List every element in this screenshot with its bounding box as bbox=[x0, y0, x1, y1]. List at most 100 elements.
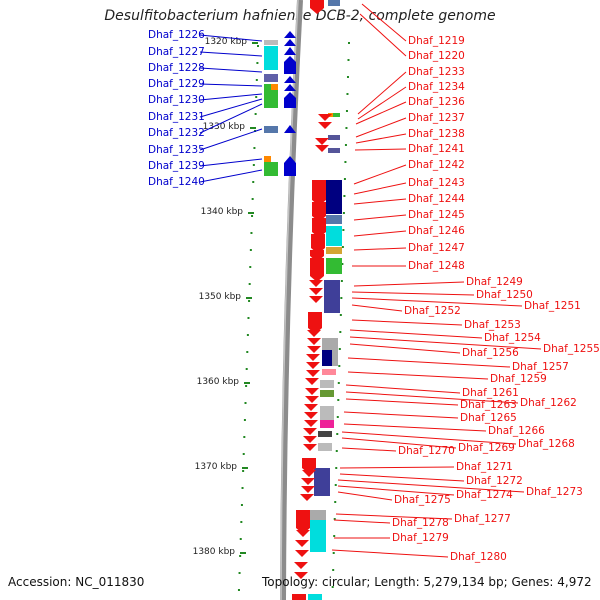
gene-arrow-left-strand bbox=[284, 84, 296, 91]
gene-label-dhaf-1262[interactable]: Dhaf_1262 bbox=[520, 397, 577, 409]
gene-label-dhaf-1272[interactable]: Dhaf_1272 bbox=[466, 475, 523, 487]
ruler-dot bbox=[248, 283, 251, 285]
gene-arrow-right-strand bbox=[311, 234, 325, 254]
gene-label-dhaf-1228[interactable]: Dhaf_1228 bbox=[148, 62, 205, 74]
gene-arrow-right-strand bbox=[302, 470, 316, 477]
gene-arrow-right-strand bbox=[307, 346, 321, 353]
gene-callout-line bbox=[351, 297, 523, 307]
gene-arrow-left-strand bbox=[284, 125, 296, 133]
gene-label-dhaf-1274[interactable]: Dhaf_1274 bbox=[456, 489, 513, 501]
gene-label-dhaf-1244[interactable]: Dhaf_1244 bbox=[408, 193, 465, 205]
feature-block bbox=[264, 162, 278, 176]
gene-arrow-right-strand bbox=[309, 280, 323, 287]
gene-label-dhaf-1252[interactable]: Dhaf_1252 bbox=[404, 305, 461, 317]
gene-label-dhaf-1241[interactable]: Dhaf_1241 bbox=[408, 143, 465, 155]
ruler-dot bbox=[331, 586, 334, 588]
ruler-dot bbox=[336, 416, 339, 418]
ruler-dot bbox=[343, 195, 346, 197]
gene-label-dhaf-1254[interactable]: Dhaf_1254 bbox=[484, 332, 541, 344]
gene-label-dhaf-1236[interactable]: Dhaf_1236 bbox=[408, 96, 465, 108]
gene-label-dhaf-1231[interactable]: Dhaf_1231 bbox=[148, 111, 205, 123]
gene-label-dhaf-1247[interactable]: Dhaf_1247 bbox=[408, 242, 465, 254]
gene-label-dhaf-1256[interactable]: Dhaf_1256 bbox=[462, 347, 519, 359]
gene-label-dhaf-1233[interactable]: Dhaf_1233 bbox=[408, 66, 465, 78]
gene-label-dhaf-1251[interactable]: Dhaf_1251 bbox=[524, 300, 581, 312]
ruler-dot bbox=[345, 127, 348, 129]
gene-label-dhaf-1239[interactable]: Dhaf_1239 bbox=[148, 160, 205, 172]
gene-label-dhaf-1245[interactable]: Dhaf_1245 bbox=[408, 209, 465, 221]
gene-label-dhaf-1249[interactable]: Dhaf_1249 bbox=[466, 276, 523, 288]
gene-label-dhaf-1229[interactable]: Dhaf_1229 bbox=[148, 78, 205, 90]
gene-callout-line bbox=[353, 198, 407, 205]
gene-callout-line bbox=[345, 384, 461, 394]
ruler-dot bbox=[344, 144, 347, 146]
gene-label-dhaf-1219[interactable]: Dhaf_1219 bbox=[408, 35, 465, 47]
gene-label-dhaf-1279[interactable]: Dhaf_1279 bbox=[392, 532, 449, 544]
kbp-ruler: 1320 kbp 1330 kbp 1340 kbp 1350 kbp 1360 kbp… bbox=[193, 37, 258, 557]
gene-label-dhaf-1227[interactable]: Dhaf_1227 bbox=[148, 46, 205, 58]
gene-arrow-left-strand bbox=[284, 31, 296, 38]
gene-label-dhaf-1248[interactable]: Dhaf_1248 bbox=[408, 260, 465, 272]
ruler-dot bbox=[249, 266, 252, 268]
gene-label-dhaf-1230[interactable]: Dhaf_1230 bbox=[148, 94, 205, 106]
gene-arrow-right-strand bbox=[310, 0, 324, 14]
feature-block bbox=[310, 510, 326, 520]
ruler-dot bbox=[333, 535, 336, 537]
gene-label-dhaf-1273[interactable]: Dhaf_1273 bbox=[526, 486, 583, 498]
kbp-tick-label: 1380 kbp bbox=[193, 547, 236, 557]
gene-label-dhaf-1270[interactable]: Dhaf_1270 bbox=[398, 445, 455, 457]
gene-label-dhaf-1259[interactable]: Dhaf_1259 bbox=[490, 373, 547, 385]
gene-label-dhaf-1220[interactable]: Dhaf_1220 bbox=[408, 50, 465, 62]
gene-label-dhaf-1235[interactable]: Dhaf_1235 bbox=[148, 144, 205, 156]
gene-label-dhaf-1237[interactable]: Dhaf_1237 bbox=[408, 112, 465, 124]
gene-label-dhaf-1246[interactable]: Dhaf_1246 bbox=[408, 225, 465, 237]
gene-label-dhaf-1263[interactable]: Dhaf_1263 bbox=[460, 399, 517, 411]
feature-block bbox=[318, 443, 332, 451]
gene-label-dhaf-1269[interactable]: Dhaf_1269 bbox=[458, 442, 515, 454]
gene-label-dhaf-1278[interactable]: Dhaf_1278 bbox=[392, 517, 449, 529]
gene-label-dhaf-1277[interactable]: Dhaf_1277 bbox=[454, 513, 511, 525]
feature-block bbox=[308, 594, 322, 600]
feature-block bbox=[328, 135, 340, 140]
gene-callout-line bbox=[355, 117, 407, 138]
gene-label-dhaf-1243[interactable]: Dhaf_1243 bbox=[408, 177, 465, 189]
gene-label-dhaf-1238[interactable]: Dhaf_1238 bbox=[408, 128, 465, 140]
ruler-dot bbox=[341, 263, 344, 265]
feature-block bbox=[310, 520, 326, 552]
kbp-tick-label: 1330 kbp bbox=[203, 122, 246, 132]
gene-callout-line bbox=[353, 281, 465, 287]
gene-label-dhaf-1257[interactable]: Dhaf_1257 bbox=[512, 361, 569, 373]
gene-callout-line bbox=[345, 398, 459, 406]
gene-label-dhaf-1280[interactable]: Dhaf_1280 bbox=[450, 551, 507, 563]
ruler-dot bbox=[335, 467, 338, 469]
gene-label-dhaf-1266[interactable]: Dhaf_1266 bbox=[488, 425, 545, 437]
gene-callout-line bbox=[337, 485, 455, 496]
gene-label-dhaf-1226[interactable]: Dhaf_1226 bbox=[148, 29, 205, 41]
gene-label-dhaf-1234[interactable]: Dhaf_1234 bbox=[408, 81, 465, 93]
gene-label-dhaf-1275[interactable]: Dhaf_1275 bbox=[394, 494, 451, 506]
gene-label-dhaf-1242[interactable]: Dhaf_1242 bbox=[408, 159, 465, 171]
gene-arrow-right-strand bbox=[310, 258, 324, 282]
gene-label-dhaf-1250[interactable]: Dhaf_1250 bbox=[476, 289, 533, 301]
gene-label-dhaf-1232[interactable]: Dhaf_1232 bbox=[148, 127, 205, 139]
gene-label-dhaf-1253[interactable]: Dhaf_1253 bbox=[464, 319, 521, 331]
gene-arrow-left-strand bbox=[284, 92, 296, 108]
gene-label-dhaf-1265[interactable]: Dhaf_1265 bbox=[460, 412, 517, 424]
gene-arrow-left-strand bbox=[284, 156, 296, 176]
accession-text: Accession: NC_011830 bbox=[8, 575, 145, 589]
left-strand-features bbox=[264, 31, 296, 176]
gene-callout-line bbox=[361, 3, 407, 42]
gene-label-dhaf-1240[interactable]: Dhaf_1240 bbox=[148, 176, 205, 188]
right-tick-column bbox=[331, 42, 350, 588]
gene-label-dhaf-1261[interactable]: Dhaf_1261 bbox=[462, 387, 519, 399]
kbp-tick-label: 1360 kbp bbox=[197, 377, 240, 387]
ruler-dot bbox=[254, 113, 257, 115]
gene-callout-line bbox=[199, 34, 263, 42]
gene-callout-line bbox=[337, 479, 525, 493]
gene-arrow-right-strand bbox=[312, 202, 326, 222]
feature-block bbox=[264, 90, 278, 108]
gene-arrow-right-strand bbox=[294, 572, 308, 579]
gene-label-dhaf-1268[interactable]: Dhaf_1268 bbox=[518, 438, 575, 450]
gene-label-dhaf-1271[interactable]: Dhaf_1271 bbox=[456, 461, 513, 473]
gene-label-dhaf-1255[interactable]: Dhaf_1255 bbox=[543, 343, 600, 355]
